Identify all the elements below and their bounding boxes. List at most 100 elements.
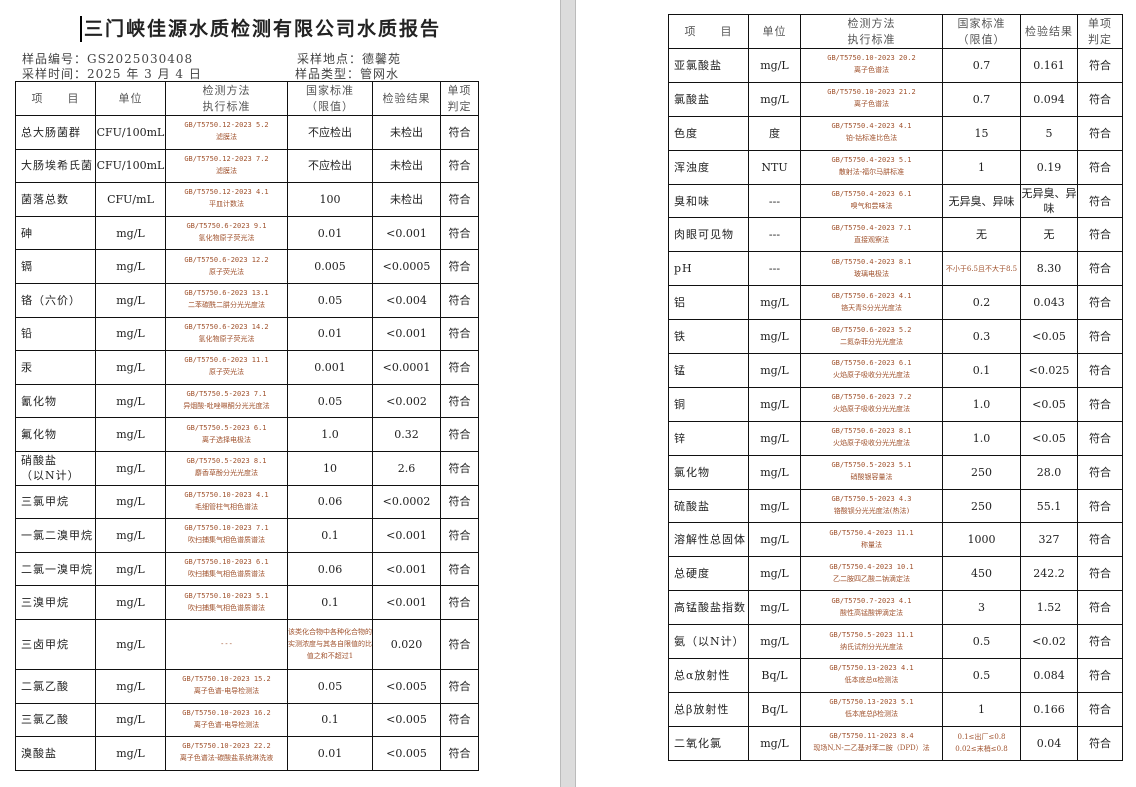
item-name: 溴酸盐 [15,736,96,771]
header-cell: 单位 [748,14,801,49]
unit-cell: mg/L [95,249,166,284]
result-cell: <0.05 [1020,319,1078,355]
header-cell: 检验结果 [372,81,441,116]
unit-cell: mg/L [748,488,801,524]
method-cell: GB/T5750.10-2023 6.1 吹扫捕集气相色谱质谱法 [165,551,288,587]
table-row: 二氧化氯 mg/L GB/T5750.11-2023 8.4 现场N,N-二乙基对苯二… [668,725,1123,761]
result-cell: <0.001 [372,518,441,553]
method-name: 吹扫捕集气相色谱质谱法 [188,570,265,579]
item-name: 砷 [15,215,96,251]
item-text: 总α放射性 [674,668,731,682]
item-text: 铜 [674,397,686,411]
item-text: （以N计） [21,469,80,483]
result-cell: <0.004 [372,282,441,318]
judgement-cell: 符合 [440,148,479,184]
method-name: 酸性高锰酸钾滴定法 [840,608,903,617]
judgement-cell: 符合 [1077,556,1123,592]
item-name: 镉 [15,249,96,284]
method-cell: GB/T5750.10-2023 15.2 离子色谱-电导检测法 [165,668,288,704]
limit-text: 不小于6.5且不大于8.5 [945,264,1018,273]
table-row: 菌落总数 CFU/mL GB/T5750.12-2023 4.1 平皿计数法 100 未检… [15,182,479,217]
item-name: 氯酸盐 [668,81,749,117]
header-text: （限值） [306,99,354,113]
method-standard: GB/T5750.5-2023 6.1 [186,423,267,432]
method-standard: GB/T5750.5-2023 5.1 [831,461,912,470]
table-row: 铬（六价） mg/L GB/T5750.6-2023 13.1 二苯碳酰二肼分光光度法… [15,282,479,318]
result-cell: <0.001 [372,316,441,352]
method-cell: GB/T5750.10-2023 16.2 离子色谱-电导检测法 [165,702,288,738]
method-cell: GB/T5750.10-2023 7.1 吹扫捕集气相色谱质谱法 [165,518,288,553]
method-cell: GB/T5750.11-2023 8.4 现场N,N-二乙基对苯二胺（DPD）法 [800,725,943,761]
table-row: 氟化物 mg/L GB/T5750.5-2023 6.1 离子选择电极法 1.0 0.32… [15,417,479,452]
item-name: 铝 [668,285,749,321]
method-cell: GB/T5750.5-2023 5.1 硝酸银容量法 [800,454,943,490]
judgement-cell: 符合 [440,182,479,217]
method-standard: GB/T5750.7-2023 4.1 [831,596,912,605]
result-cell: <0.05 [1020,386,1078,422]
method-cell: GB/T5750.6-2023 14.2 氢化物原子荧光法 [165,316,288,352]
judgement-cell: 符合 [1077,285,1123,321]
judgement-cell: 符合 [1077,149,1123,185]
method-cell: GB/T5750.4-2023 11.1 称量法 [800,522,943,558]
method-standard: GB/T5750.10-2023 7.1 [184,524,269,533]
method-name: 现场N,N-二乙基对苯二胺（DPD）法 [813,744,930,753]
method-cell: GB/T5750.13-2023 4.1 低本底总α检测法 [800,658,943,693]
method-cell: GB/T5750.6-2023 6.1 火焰原子吸收分光光度法 [800,353,943,388]
limit-cell: 450 [942,556,1021,592]
judgement-cell: 符合 [1077,386,1123,422]
judgement-cell: 符合 [440,350,479,385]
method-name: 二苯碳酰二肼分光光度法 [188,301,265,310]
method-name: 原子荧光法 [209,368,244,377]
method-name: 异烟酸-吡唑啉酮分光光度法 [183,402,270,411]
item-text: 铬（六价） [21,293,81,307]
result-cell: 0.094 [1020,81,1078,117]
method-name: 原子荧光法 [209,267,244,276]
item-name: 二氯一溴甲烷 [15,551,96,587]
method-name: 吹扫捕集气相色谱质谱法 [188,603,265,612]
method-standard: GB/T5750.6-2023 9.1 [186,222,267,231]
table-row: 铜 mg/L GB/T5750.6-2023 7.2 火焰原子吸收分光光度法 1.0 <0… [668,386,1123,422]
header-text: 执行标准 [847,32,896,46]
judgement-cell: 符合 [1077,48,1123,83]
table-row: 亚氯酸盐 mg/L GB/T5750.10-2023 20.2 离子色谱法 0.7 0.1… [668,48,1123,83]
item-text: 三氯乙酸 [21,713,69,727]
item-text: 三卤甲烷 [21,637,69,651]
item-name: 锌 [668,420,749,456]
method-name: 二氮杂菲分光光度法 [840,337,903,346]
report-page-1: 三门峡佳源水质检测有限公司水质报告 样品编号：GS2025030408 采样时间… [0,0,560,787]
method-cell: GB/T5750.4-2023 7.1 直接观察法 [800,217,943,253]
table-row: 溴酸盐 mg/L GB/T5750.10-2023 22.2 离子色谱法-碳酸盐系统淋… [15,736,479,771]
limit-cell: 0.05 [287,282,373,318]
method-standard: GB/T5750.12-2023 5.2 [184,121,269,130]
unit-cell: mg/L [748,81,801,117]
limit-cell: 10 [287,450,373,486]
item-text: 浑浊度 [674,160,710,174]
limit-cell: 0.06 [287,551,373,587]
table-row: 高锰酸盐指数 mg/L GB/T5750.7-2023 4.1 酸性高锰酸钾滴定法 3 1… [668,590,1123,626]
table-row: 色度 度 GB/T5750.4-2023 4.1 铂-钴标准比色法 15 5 符合 [668,115,1123,151]
unit-cell: Bq/L [748,658,801,693]
method-standard: GB/T5750.6-2023 13.1 [184,289,269,298]
table-row: 三溴甲烷 mg/L GB/T5750.10-2023 5.1 吹扫捕集气相色谱质谱法 0… [15,585,479,620]
method-name: 吹扫捕集气相色谱质谱法 [188,536,265,545]
result-cell: 0.32 [372,417,441,452]
method-name: 离子色谱法 [854,66,889,75]
method-standard: GB/T5750.10-2023 22.2 [182,742,271,751]
method-name: 玻璃电极法 [854,269,889,278]
unit-cell: mg/L [95,618,166,670]
item-name: 肉眼可见物 [668,217,749,253]
table-header-row: 项 目单位 检测方法 执行标准 国家标准 （限值） 检验结果 单项 判定 [15,81,479,116]
limit-text: 0.1≤出厂≤0.8 [957,733,1006,742]
method-cell: GB/T5750.10-2023 5.1 吹扫捕集气相色谱质谱法 [165,585,288,620]
method-name: 低本底总α检测法 [844,676,899,685]
limit-cell: 0.005 [287,249,373,284]
item-text: 溴酸盐 [21,746,57,760]
method-cell: GB/T5750.6-2023 7.2 火焰原子吸收分光光度法 [800,386,943,422]
header-text: 国家标准 [957,16,1006,30]
result-cell: 无 [1020,217,1078,253]
method-standard: GB/T5750.4-2023 11.1 [829,528,914,537]
method-name: 火焰原子吸收分光光度法 [833,405,910,414]
method-standard: GB/T5750.4-2023 8.1 [831,257,912,266]
item-name: 铅 [15,316,96,352]
limit-cell: 0.3 [942,319,1021,355]
